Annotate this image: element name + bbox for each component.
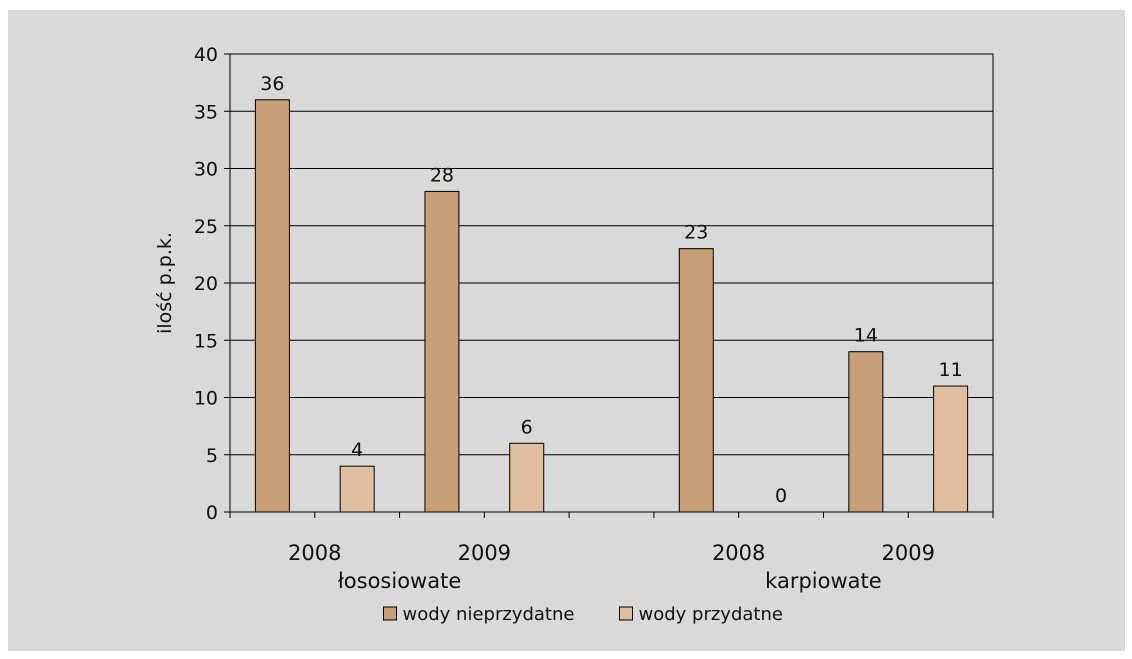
x-year-label: 2009 <box>458 541 511 565</box>
y-tick-label: 35 <box>194 101 218 123</box>
y-tick-label: 5 <box>206 445 218 467</box>
bar <box>339 465 375 513</box>
bar <box>424 190 460 513</box>
bars <box>254 99 969 513</box>
chart-panel: 0 5 10 15 20 25 30 35 40 36 4 2008 28 6 2009 łososiowa… <box>8 10 1125 651</box>
y-tick-label: 10 <box>194 388 218 410</box>
y-tick-label: 15 <box>194 330 218 352</box>
data-label: 6 <box>521 416 533 438</box>
bar <box>848 351 884 513</box>
legend-swatch <box>619 606 633 621</box>
y-tick-label: 20 <box>194 273 218 295</box>
legend-swatch <box>383 606 397 621</box>
legend: wody nieprzydatne wody przydatne <box>383 604 783 625</box>
data-label: 28 <box>430 164 454 186</box>
y-axis-label: ilość p.p.k. <box>154 232 176 334</box>
legend-label: wody przydatne <box>639 604 783 625</box>
x-group-label: karpiowate <box>765 569 882 593</box>
gridlines <box>230 53 993 512</box>
x-year-label: 2008 <box>288 541 341 565</box>
y-tick-label: 25 <box>194 216 218 238</box>
plot-frame <box>229 53 994 513</box>
x-year-label: 2009 <box>881 541 934 565</box>
x-year-label: 2008 <box>712 541 765 565</box>
y-tick-label: 0 <box>206 502 218 524</box>
bar <box>678 248 714 513</box>
bar <box>509 442 545 513</box>
bar <box>254 99 290 513</box>
data-label: 4 <box>351 439 363 461</box>
data-label: 11 <box>939 359 963 381</box>
bar-chart: 0 5 10 15 20 25 30 35 40 36 4 2008 28 6 2009 łososiowa… <box>154 44 994 625</box>
x-group-label: łososiowate <box>338 569 461 593</box>
y-tick-label: 30 <box>194 159 218 181</box>
labels: 36 4 2008 28 6 2009 łososiowate 23 0 2008 14 11 2009… <box>260 73 962 593</box>
data-label: 14 <box>854 325 878 347</box>
data-label: 0 <box>775 485 787 507</box>
data-label: 36 <box>260 73 284 95</box>
data-label: 23 <box>684 222 708 244</box>
bar <box>933 385 969 513</box>
legend-label: wody nieprzydatne <box>403 604 575 625</box>
y-tick-label: 40 <box>194 44 218 66</box>
